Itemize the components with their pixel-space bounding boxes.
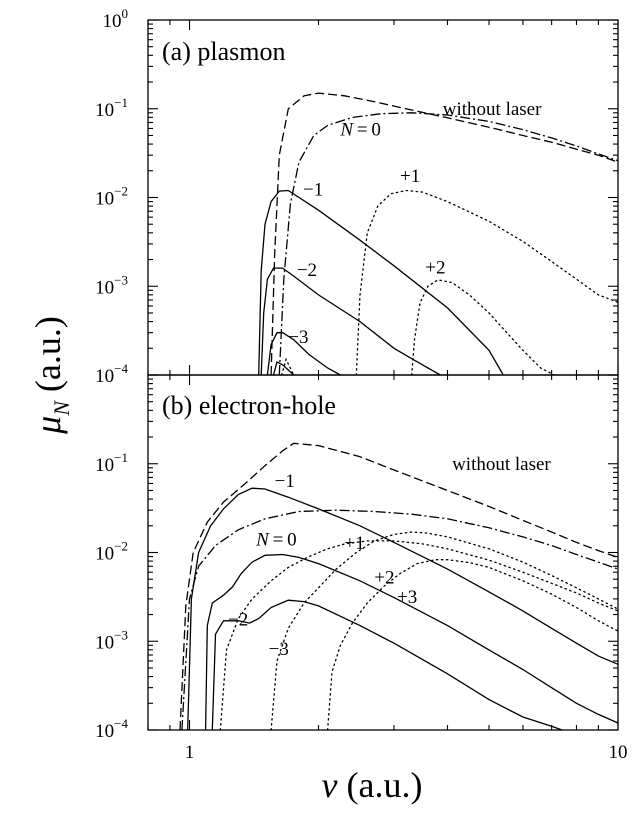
curve-b-plus1 bbox=[219, 540, 619, 731]
annotation-b-minus1: −1 bbox=[275, 471, 295, 492]
annotation-b-n-0: N = 0 bbox=[255, 529, 297, 550]
curve-a-plus2 bbox=[411, 279, 555, 376]
panel-b-label: (b) electron-hole bbox=[162, 391, 336, 420]
annotation-a-plus2: +2 bbox=[425, 257, 445, 278]
annotation-a-n-0: N = 0 bbox=[339, 119, 381, 140]
panel-b-frame bbox=[147, 374, 619, 731]
y-axis-title: μN (a.u.) bbox=[28, 316, 74, 435]
panel-b-ticks bbox=[147, 374, 619, 731]
x-tick-label: 10 bbox=[609, 742, 628, 763]
panel-a: (a) plasmon without laser N = 0 −1 −2 −3 +1 +2… bbox=[95, 6, 619, 387]
annotation-b-minus2: −2 bbox=[228, 610, 248, 631]
annotation-a-plus1: +1 bbox=[400, 166, 420, 187]
x-tick-label: 1 bbox=[185, 742, 195, 763]
curve-a-minus2 bbox=[260, 267, 441, 376]
annotation-b-minus3: −3 bbox=[269, 639, 289, 660]
y-tick-label-a: 10−3 bbox=[95, 272, 128, 298]
annotation-a-minus3: −3 bbox=[288, 327, 308, 348]
y-tick-label-a: 100 bbox=[103, 6, 129, 32]
x-axis-title: v (a.u.) bbox=[322, 765, 423, 805]
annotation-b-plus3: +3 bbox=[397, 587, 417, 608]
curve-a-minus3 bbox=[266, 332, 341, 376]
annotation-a-minus1: −1 bbox=[303, 180, 323, 201]
y-tick-label-a: 10−4 bbox=[95, 361, 128, 387]
panel-b-annotations: without laser −1 N = 0 +1 +2+3 −2 −3 bbox=[228, 454, 551, 660]
panel-a-annotations: without laser N = 0 −1 −2 −3 +1 +2 bbox=[288, 99, 542, 348]
curve-a-plus1 bbox=[355, 189, 619, 376]
y-tick-label-b: 10−2 bbox=[95, 539, 128, 565]
panel-a-ticks bbox=[147, 19, 619, 376]
y-tick-label-a: 10−1 bbox=[95, 95, 128, 121]
x-tick-labels: 1 10 bbox=[185, 742, 628, 763]
annotation-b-plus2: +2 bbox=[374, 567, 394, 588]
annotation-a-minus2: −2 bbox=[297, 260, 317, 281]
curve-b-minus3 bbox=[211, 599, 563, 731]
y-tick-label-b: 10−3 bbox=[95, 627, 128, 653]
curve-b-plus2 bbox=[270, 531, 619, 731]
curve-b-n-0 bbox=[181, 509, 619, 731]
curve-b-minus2 bbox=[204, 553, 619, 731]
panel-a-y-tick-labels: 10−4 10−3 10−2 10−1 100 bbox=[95, 6, 128, 387]
panel-a-frame bbox=[147, 19, 619, 376]
y-tick-label-a: 10−2 bbox=[95, 184, 128, 210]
curve-b-plus3 bbox=[326, 559, 619, 731]
panel-a-label: (a) plasmon bbox=[162, 37, 285, 66]
annotation-b-without-laser: without laser bbox=[452, 454, 551, 475]
curve-a-minus1 bbox=[258, 189, 504, 376]
curve-a-minus4 bbox=[272, 361, 295, 376]
panel-a-curves bbox=[258, 92, 619, 376]
annotation-a-without-laser: without laser bbox=[443, 99, 542, 120]
curve-b-minus1 bbox=[187, 487, 619, 731]
panel-b-y-tick-labels: 10−4 10−3 10−2 10−1 bbox=[95, 450, 128, 742]
y-tick-label-b: 10−4 bbox=[95, 716, 128, 742]
annotation-b-plus1: +1 bbox=[345, 533, 365, 554]
curve-a-plus3 bbox=[280, 357, 295, 376]
y-tick-label-b: 10−1 bbox=[95, 450, 128, 476]
curve-a-without-laser bbox=[270, 92, 619, 376]
curve-a-n-0 bbox=[278, 112, 619, 376]
panel-b-curves bbox=[179, 442, 619, 731]
curve-b-without-laser bbox=[179, 442, 619, 731]
panel-b: (b) electron-hole without laser −1 N = 0 +1… bbox=[95, 374, 619, 742]
